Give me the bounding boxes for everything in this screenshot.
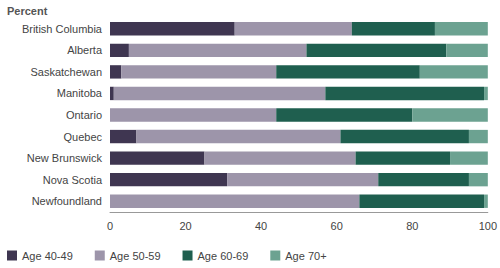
svg-text:60: 60: [331, 220, 343, 232]
svg-text:Age 50-59: Age 50-59: [110, 250, 161, 262]
svg-text:British Columbia: British Columbia: [22, 23, 103, 35]
svg-text:Age 70+: Age 70+: [285, 250, 326, 262]
svg-text:Ontario: Ontario: [66, 109, 102, 121]
svg-text:Age 40-49: Age 40-49: [22, 250, 73, 262]
svg-text:Quebec: Quebec: [63, 131, 102, 143]
svg-text:20: 20: [179, 220, 191, 232]
svg-text:Saskatchewan: Saskatchewan: [30, 66, 102, 78]
svg-text:Manitoba: Manitoba: [57, 87, 103, 99]
svg-text:Age 60-69: Age 60-69: [198, 250, 249, 262]
svg-text:80: 80: [406, 220, 418, 232]
svg-text:Percent: Percent: [7, 5, 48, 17]
svg-text:New Brunswick: New Brunswick: [27, 152, 103, 164]
svg-text:Nova Scotia: Nova Scotia: [43, 174, 103, 186]
svg-text:Alberta: Alberta: [67, 44, 103, 56]
svg-text:100: 100: [479, 220, 497, 232]
svg-text:0: 0: [107, 220, 113, 232]
svg-text:Newfoundland: Newfoundland: [32, 195, 102, 207]
svg-text:40: 40: [255, 220, 267, 232]
